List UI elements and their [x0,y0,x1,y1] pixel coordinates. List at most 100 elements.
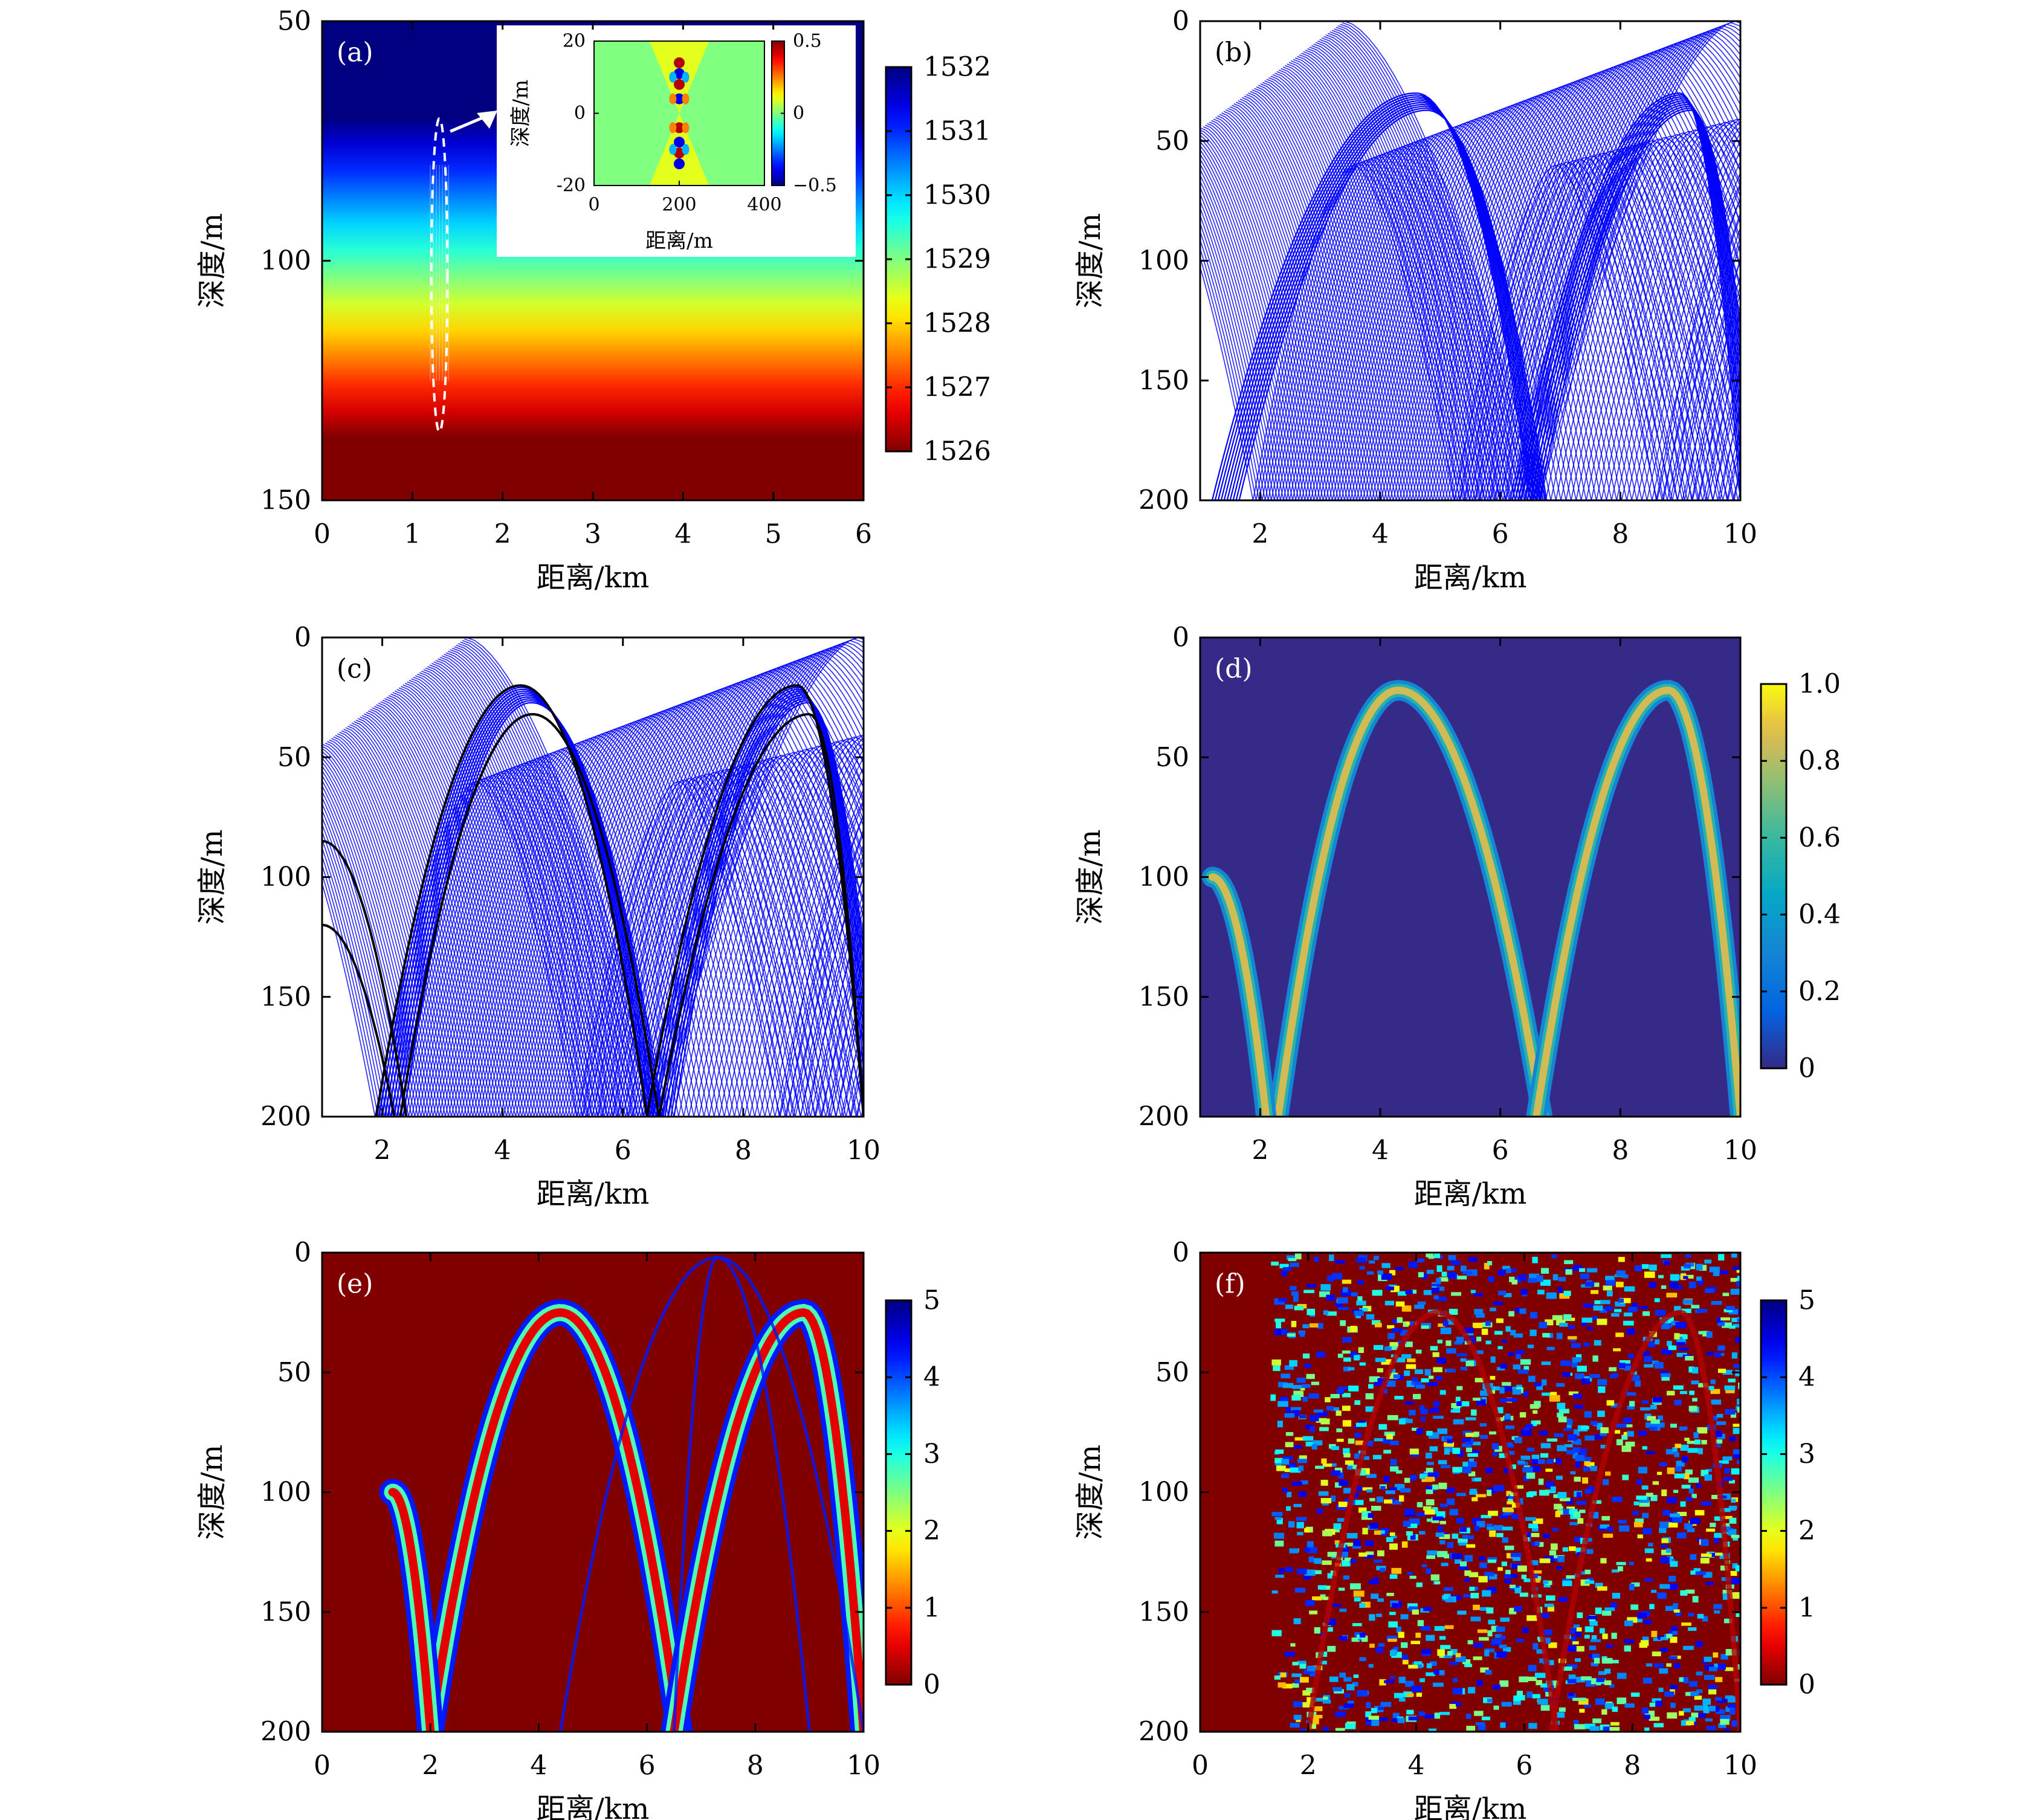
noise-cell [1527,1344,1534,1349]
noise-cell [1456,1517,1464,1524]
ray-path [1209,121,1740,500]
noise-cell [1501,1561,1507,1566]
noise-cell [1652,1396,1662,1403]
colorbar [1760,683,1788,1070]
noise-cell [1436,1376,1442,1381]
y-tick-label: 50 [1155,742,1189,773]
noise-cell [1291,1673,1302,1677]
noise-cell [1558,1707,1566,1712]
noise-cell [1675,1444,1681,1448]
noise-cell [1285,1305,1293,1309]
x-tick-label: 2 [1252,519,1268,550]
noise-cell [1589,1621,1598,1626]
noise-cell [1627,1405,1635,1410]
noise-cell [1615,1424,1627,1428]
noise-cell [1445,1340,1452,1346]
noise-cell [1284,1468,1294,1473]
noise-cell [1641,1264,1649,1269]
noise-cell [1511,1563,1521,1569]
noise-cell [1613,1348,1621,1352]
noise-cell [1502,1537,1509,1543]
inset-blob [674,147,685,159]
noise-cell [1281,1373,1291,1379]
noise-cell [1288,1463,1296,1468]
noise-cell [1600,1308,1607,1313]
noise-cell [1444,1654,1453,1659]
noise-cell [1374,1438,1383,1442]
noise-cell [1669,1282,1679,1288]
ray-path [401,686,864,1117]
noise-cell [1566,1498,1574,1505]
colorbar-tick-label: 0 [923,1670,940,1700]
ray-path [1526,102,1740,500]
noise-cell [1292,1662,1299,1666]
noise-cell [1271,1590,1278,1594]
noise-cell [1392,1712,1400,1718]
noise-cell [1526,1691,1533,1698]
noise-cell [1461,1265,1467,1272]
noise-cell [1584,1281,1595,1287]
noise-cell [1465,1714,1471,1719]
noise-cell [1642,1446,1647,1450]
noise-cell [1354,1400,1361,1405]
noise-cell [1519,1412,1526,1418]
noise-cell [1705,1718,1713,1722]
noise-cell [1290,1262,1299,1267]
noise-cell [1666,1633,1672,1639]
ray-path [433,661,864,1117]
noise-cell [1408,1261,1418,1268]
noise-cell [1539,1321,1548,1329]
noise-cell [1583,1303,1594,1308]
noise-cell [1444,1435,1453,1441]
noise-cell [1714,1352,1721,1358]
noise-cell [1581,1676,1592,1680]
noise-cell [1664,1350,1672,1355]
noise-cell [1274,1540,1284,1547]
noise-cell [1533,1518,1543,1525]
noise-cell [1276,1321,1282,1329]
ray-path [331,738,864,1117]
noise-cell [1688,1477,1699,1483]
noise-cell [1397,1317,1403,1323]
noise-cell [1308,1393,1319,1399]
noise-cell [1676,1339,1686,1344]
y-axis-label: 深度/m [1073,1445,1107,1540]
noise-cell [1572,1641,1579,1645]
noise-cell [1355,1314,1361,1318]
noise-cell [1400,1329,1409,1336]
noise-cell [1733,1454,1740,1459]
ray-path [1520,98,1740,500]
noise-cell [1611,1313,1620,1317]
inset-blob [674,137,685,148]
noise-cell [1281,1270,1287,1277]
noise-cell [1557,1412,1564,1418]
noise-cell [1440,1328,1452,1334]
noise-cell [1683,1645,1694,1650]
noise-cell [1327,1645,1336,1652]
noise-cell [1294,1679,1302,1684]
noise-cell [1389,1532,1395,1536]
noise-cell [1478,1724,1486,1731]
noise-cell [1378,1424,1387,1430]
noise-cell [1303,1669,1314,1674]
noise-cell [1530,1465,1541,1472]
noise-cell [1737,1407,1740,1413]
noise-cell [1604,1306,1613,1311]
noise-cell [1348,1367,1355,1370]
noise-cell [1577,1518,1584,1524]
noise-cell [1475,1378,1484,1383]
noise-cell [1277,1298,1287,1302]
noise-cell [1592,1355,1598,1362]
noise-cell [1299,1415,1307,1419]
noise-cell [1371,1320,1381,1325]
noise-cell [1700,1558,1710,1564]
noise-cell [1471,1409,1477,1416]
noise-cell [1676,1352,1687,1357]
noise-cell [1729,1325,1736,1329]
noise-cell [1454,1341,1463,1345]
noise-cell [1371,1506,1381,1511]
ray-path [1529,104,1740,500]
noise-cell [1406,1364,1416,1369]
